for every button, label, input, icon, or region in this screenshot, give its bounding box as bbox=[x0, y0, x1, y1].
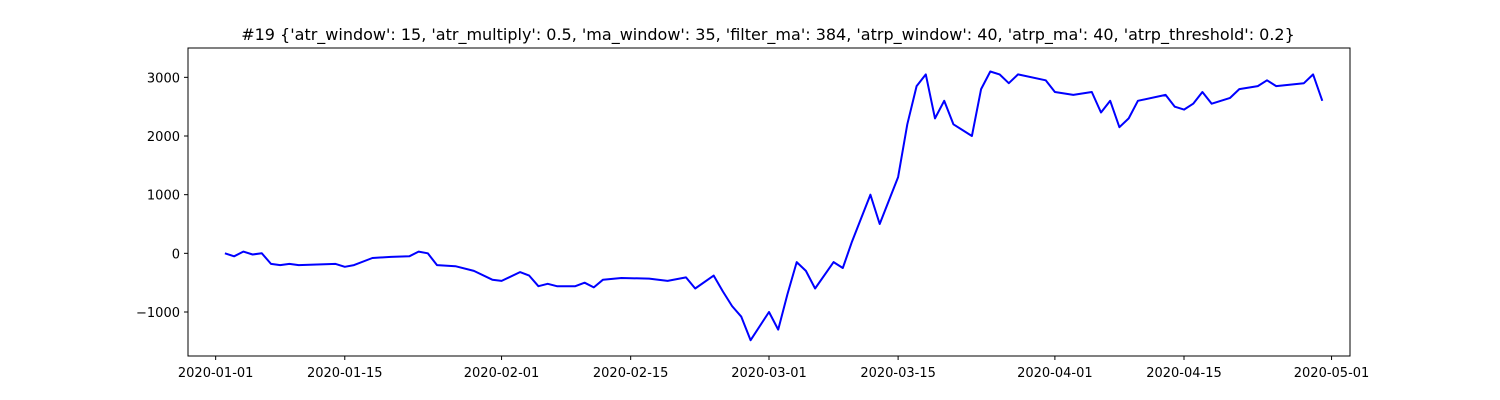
y-tick-label: 0 bbox=[172, 247, 180, 262]
x-tick-label: 2020-01-15 bbox=[307, 366, 383, 381]
y-tick-label: 2000 bbox=[147, 130, 180, 145]
x-tick-label: 2020-01-01 bbox=[178, 366, 254, 381]
y-tick-label: −1000 bbox=[136, 306, 180, 321]
y-tick-label: 1000 bbox=[147, 189, 180, 204]
series-line bbox=[224, 70, 1324, 342]
x-tick-label: 2020-03-15 bbox=[860, 366, 936, 381]
x-tick-label: 2020-04-15 bbox=[1146, 366, 1222, 381]
x-tick-label: 2020-05-01 bbox=[1294, 366, 1370, 381]
x-tick-label: 2020-04-01 bbox=[1017, 366, 1093, 381]
y-tick-label: 3000 bbox=[147, 71, 180, 86]
plot-frame bbox=[187, 47, 1351, 357]
x-tick-label: 2020-02-01 bbox=[464, 366, 540, 381]
y-axis: −1000 0 1000 2000 3000 bbox=[136, 71, 188, 321]
chart-title: #19 {'atr_window': 15, 'atr_multiply': 0… bbox=[241, 25, 1295, 45]
x-tick-label: 2020-02-15 bbox=[593, 366, 669, 381]
x-axis: 2020-01-01 2020-01-15 2020-02-01 2020-02-15… bbox=[178, 356, 1369, 381]
x-tick-label: 2020-03-01 bbox=[731, 366, 807, 381]
